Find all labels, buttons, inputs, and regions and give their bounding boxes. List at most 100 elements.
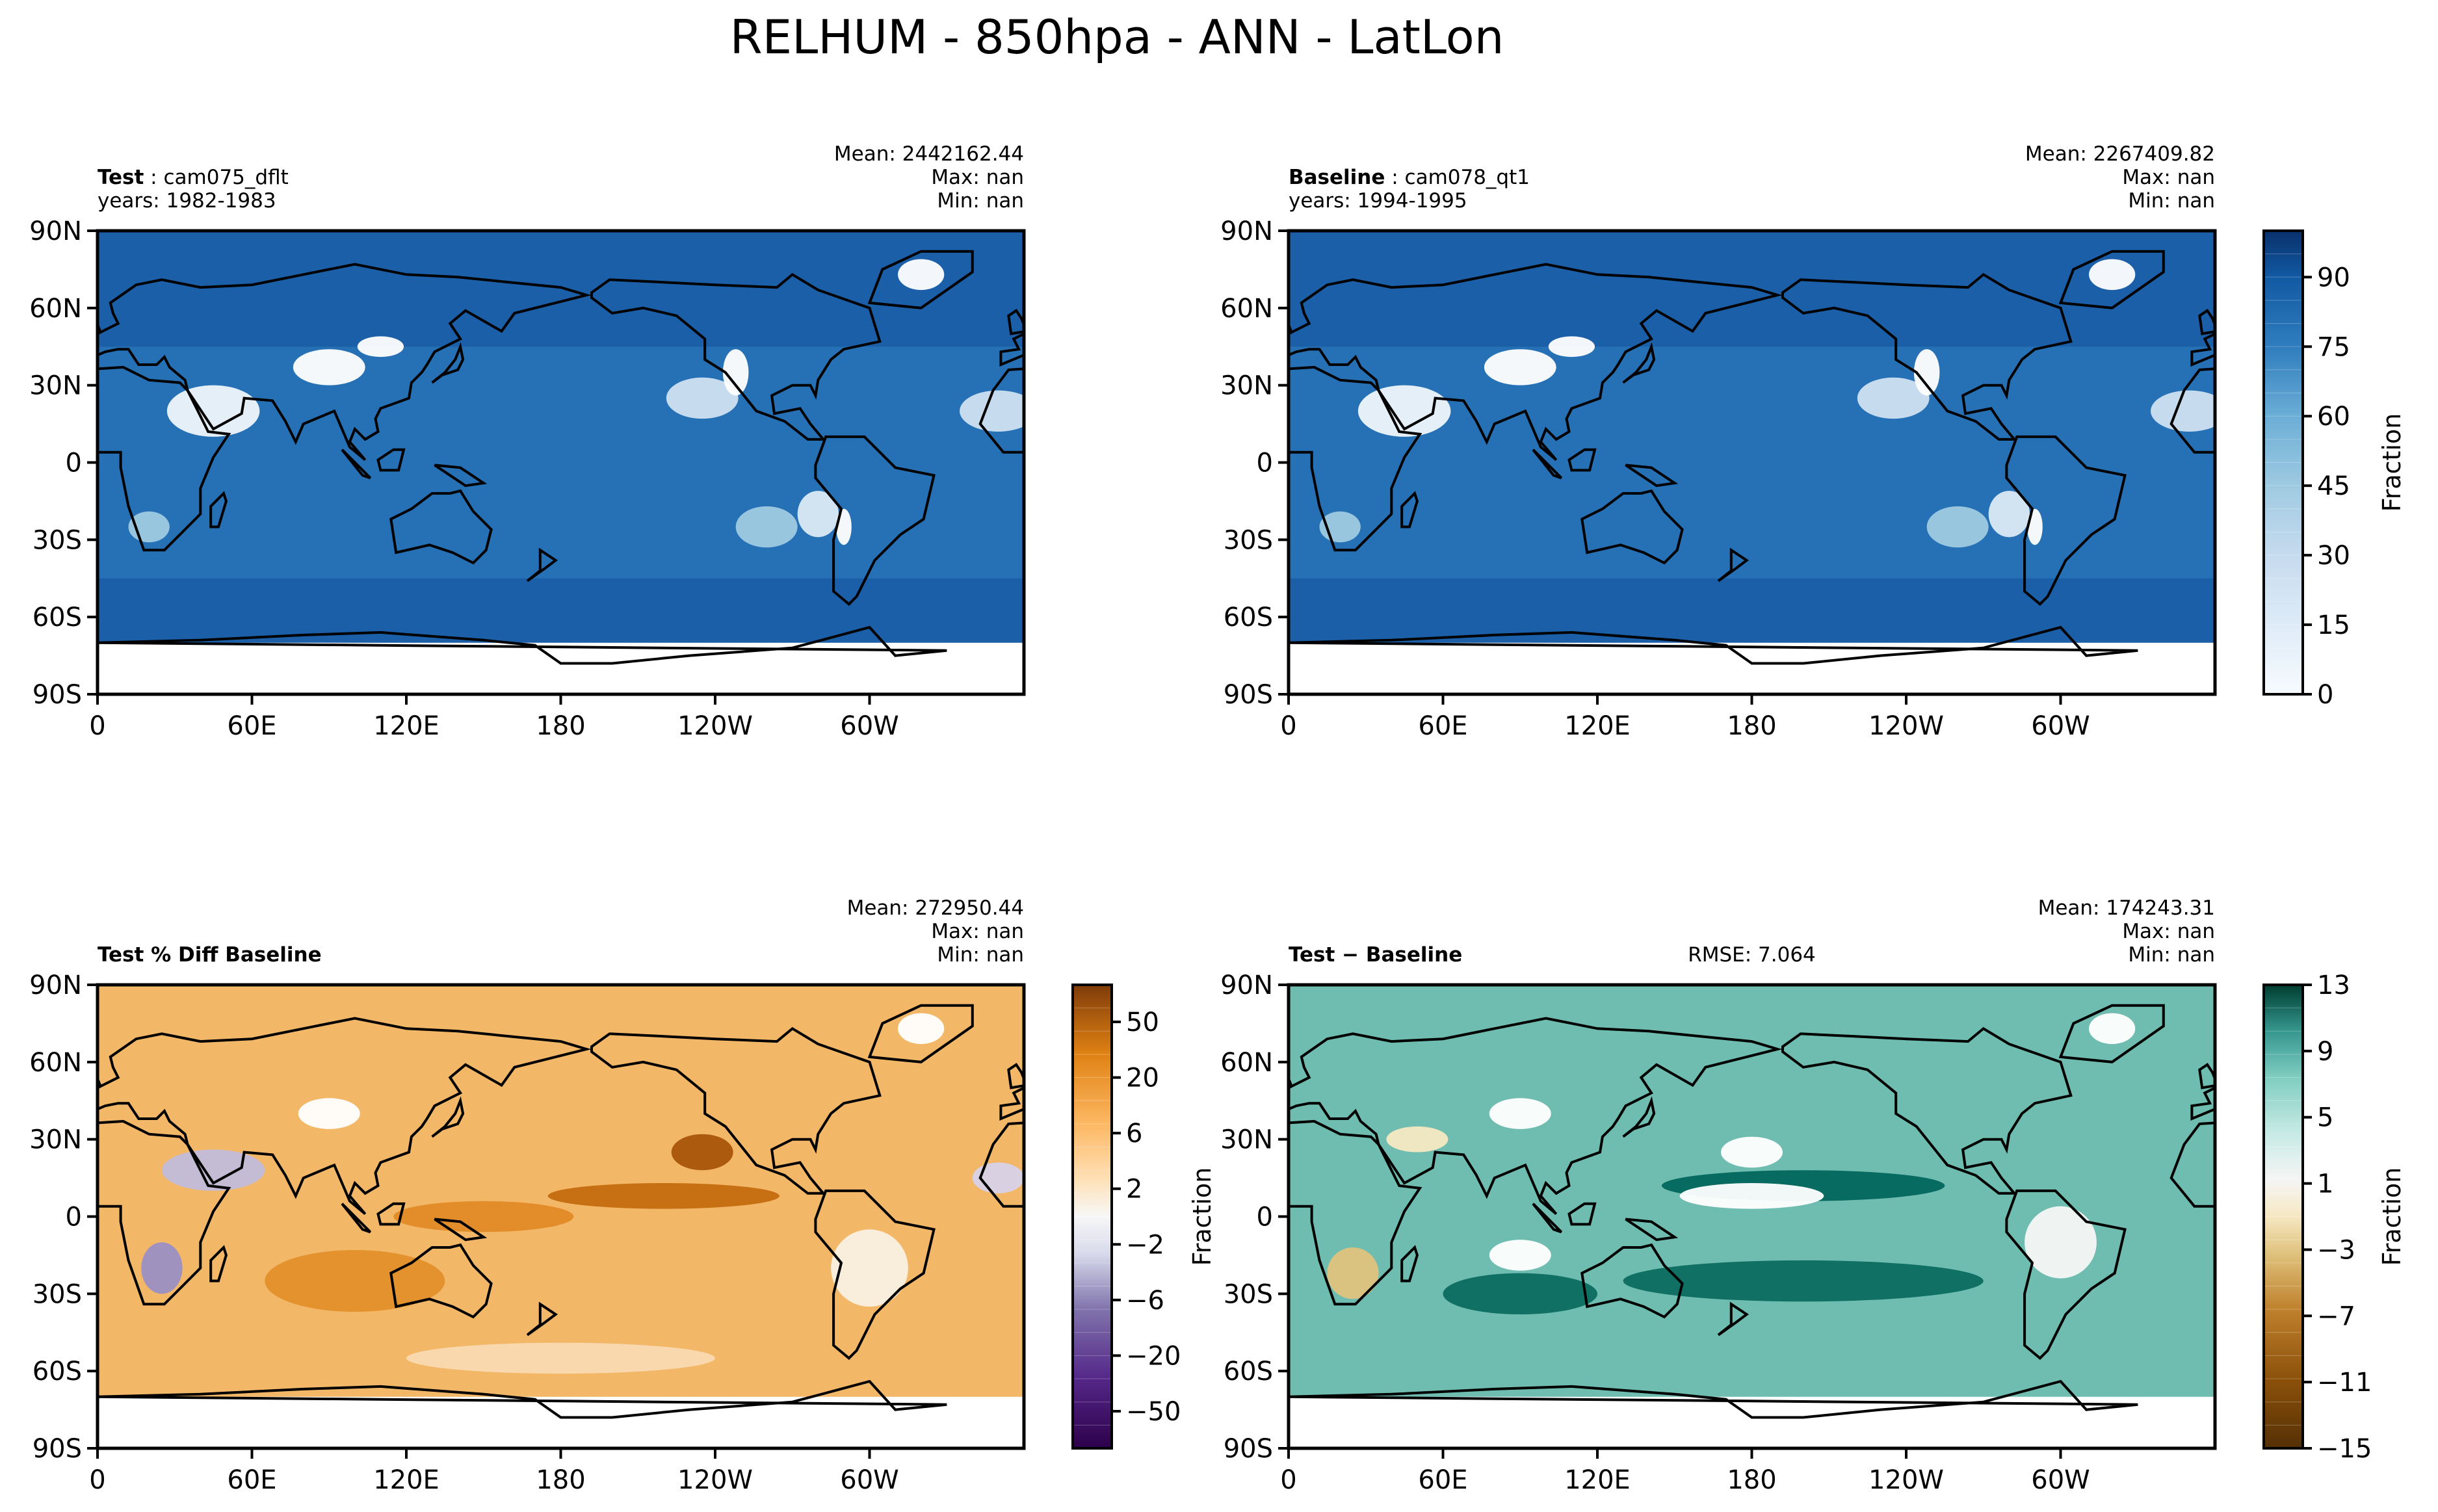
coastline-newguinea [1625, 463, 1679, 488]
field-band [98, 1101, 1024, 1115]
field-band [1289, 1319, 2215, 1333]
colorbar-tick-label: 6 [1126, 1119, 1142, 1149]
colorbar-tick-label: 75 [2317, 332, 2350, 362]
panel-test: 0 60E 120E 180 120W 60W 90N 60N 30N 0 30S 60S 90S Mea… [29, 142, 1026, 741]
coastline-namerica [1781, 1026, 2073, 1195]
field-band [1289, 617, 2215, 631]
field-feature [265, 1249, 445, 1312]
field-band [1289, 668, 2215, 683]
x-tick-label: 60W [840, 1465, 898, 1495]
field-layer [98, 231, 1024, 694]
field-feature [1913, 349, 1940, 396]
field-band [98, 462, 1024, 476]
field-band [98, 1010, 1024, 1024]
coastline-borneo [1567, 1202, 1597, 1226]
x-tick-label: 0 [89, 1465, 105, 1495]
colorbar-tick-label: 60 [2317, 402, 2350, 432]
panel-label-bold: Test − Baseline [1289, 943, 1462, 967]
field-band [1289, 449, 2215, 463]
field-band [1289, 1371, 2215, 1385]
field-band [1289, 231, 2215, 244]
coastline-japan [1622, 342, 1656, 384]
field-feature [141, 1242, 183, 1294]
field-band [98, 282, 1024, 296]
coastline-greenland [2058, 250, 2165, 309]
field-feature [1623, 1260, 1984, 1302]
panel-label-rest: : cam078_qt1 [1385, 166, 1530, 189]
y-tick-label: 90N [1220, 216, 1273, 246]
coastline-namerica [590, 272, 882, 441]
field-band [1289, 307, 2215, 322]
panel-years: years: 1982-1983 [98, 189, 276, 213]
panel-years: years: 1994-1995 [1289, 189, 1467, 213]
field-band [98, 1126, 1024, 1140]
coastline-greenland [867, 1004, 974, 1063]
field-feature [2089, 1013, 2136, 1045]
coastline-eurasia [1289, 263, 1783, 462]
figure-title: RELHUM - 850hpa - ANN - LatLon [730, 10, 1504, 64]
field-band [98, 398, 1024, 412]
x-tick-label: 60E [227, 1465, 276, 1495]
panel-label: Test : cam075_dflt [98, 166, 289, 189]
panel-label: Test % Diff Baseline [98, 943, 322, 967]
stat-max: Max: nan [2122, 166, 2215, 189]
colorbar-tick-label: 9 [2317, 1037, 2333, 1067]
y-tick-label: 30S [1224, 1279, 1273, 1309]
field-layer [1289, 231, 2215, 694]
field-band [98, 1383, 1024, 1398]
field-band [1289, 243, 2215, 257]
coastline-australia [1580, 489, 1684, 565]
coastline-greenland [2058, 1004, 2165, 1063]
field-band [1289, 1203, 2215, 1218]
field-band [98, 1332, 1024, 1346]
field-band [1289, 985, 2215, 998]
field-band [1289, 372, 2215, 386]
field-feature [1988, 491, 2030, 538]
coastline-indonesia [1532, 1203, 1563, 1234]
coastline-newzealand [526, 1301, 558, 1336]
coastline-newguinea [434, 1218, 488, 1242]
colorbar-fill [2264, 231, 2303, 694]
stat-mean: Mean: 2267409.82 [2025, 142, 2215, 166]
colorbar-baseline: 90 75 60 45 30 15 0 Fraction [2262, 229, 2406, 710]
x-tick-label: 60W [840, 711, 898, 741]
y-tick-label: 30N [29, 371, 82, 401]
y-tick-label: 90S [33, 680, 82, 710]
x-tick-label: 60W [2031, 1465, 2090, 1495]
field-band [1289, 256, 2215, 270]
field-feature [1327, 1247, 1379, 1299]
x-tick-label: 120E [373, 1465, 439, 1495]
y-tick-label: 60S [1224, 1357, 1273, 1387]
field-band [98, 501, 1024, 515]
field-band [98, 488, 1024, 502]
panels: 0 60E 120E 180 120W 60W 90N 60N 30N 0 30S 60S 90S Mea… [29, 142, 2217, 1495]
field-layer [98, 985, 1024, 1448]
field-feature [1548, 336, 1595, 358]
field-band [1289, 1358, 2215, 1372]
panel-label-rest: : cam075_dflt [144, 166, 288, 189]
field-band [1289, 1010, 2215, 1024]
y-tick-label: 30S [33, 1279, 82, 1309]
field-band [1289, 578, 2215, 592]
colorbar-tick-label: −50 [1126, 1397, 1181, 1427]
coastline-borneo [376, 448, 406, 472]
field-band [1289, 1088, 2215, 1102]
colorbar-tick-label: −3 [2317, 1235, 2355, 1265]
field-band [98, 1371, 1024, 1385]
x-tick-label: 120W [1868, 1465, 1944, 1495]
y-tick-label: 0 [1257, 1203, 1273, 1232]
field-band [1289, 385, 2215, 399]
field-band [1289, 565, 2215, 579]
y-tick-label: 60N [1220, 1048, 1273, 1078]
coastline-antarctica [98, 1379, 947, 1419]
coastline-borneo [376, 1202, 406, 1226]
coastline-uk-wrap [2198, 309, 2215, 335]
field-band [98, 243, 1024, 257]
colorbar-frame [1071, 984, 1113, 1450]
coastline-australia [1580, 1243, 1684, 1319]
y-tick-label: 0 [66, 449, 82, 478]
colorbar-tick-label: −6 [1126, 1286, 1164, 1316]
stat-min: Min: nan [937, 943, 1024, 967]
field-band [98, 1319, 1024, 1333]
coastline-madagascar [1400, 1245, 1419, 1283]
